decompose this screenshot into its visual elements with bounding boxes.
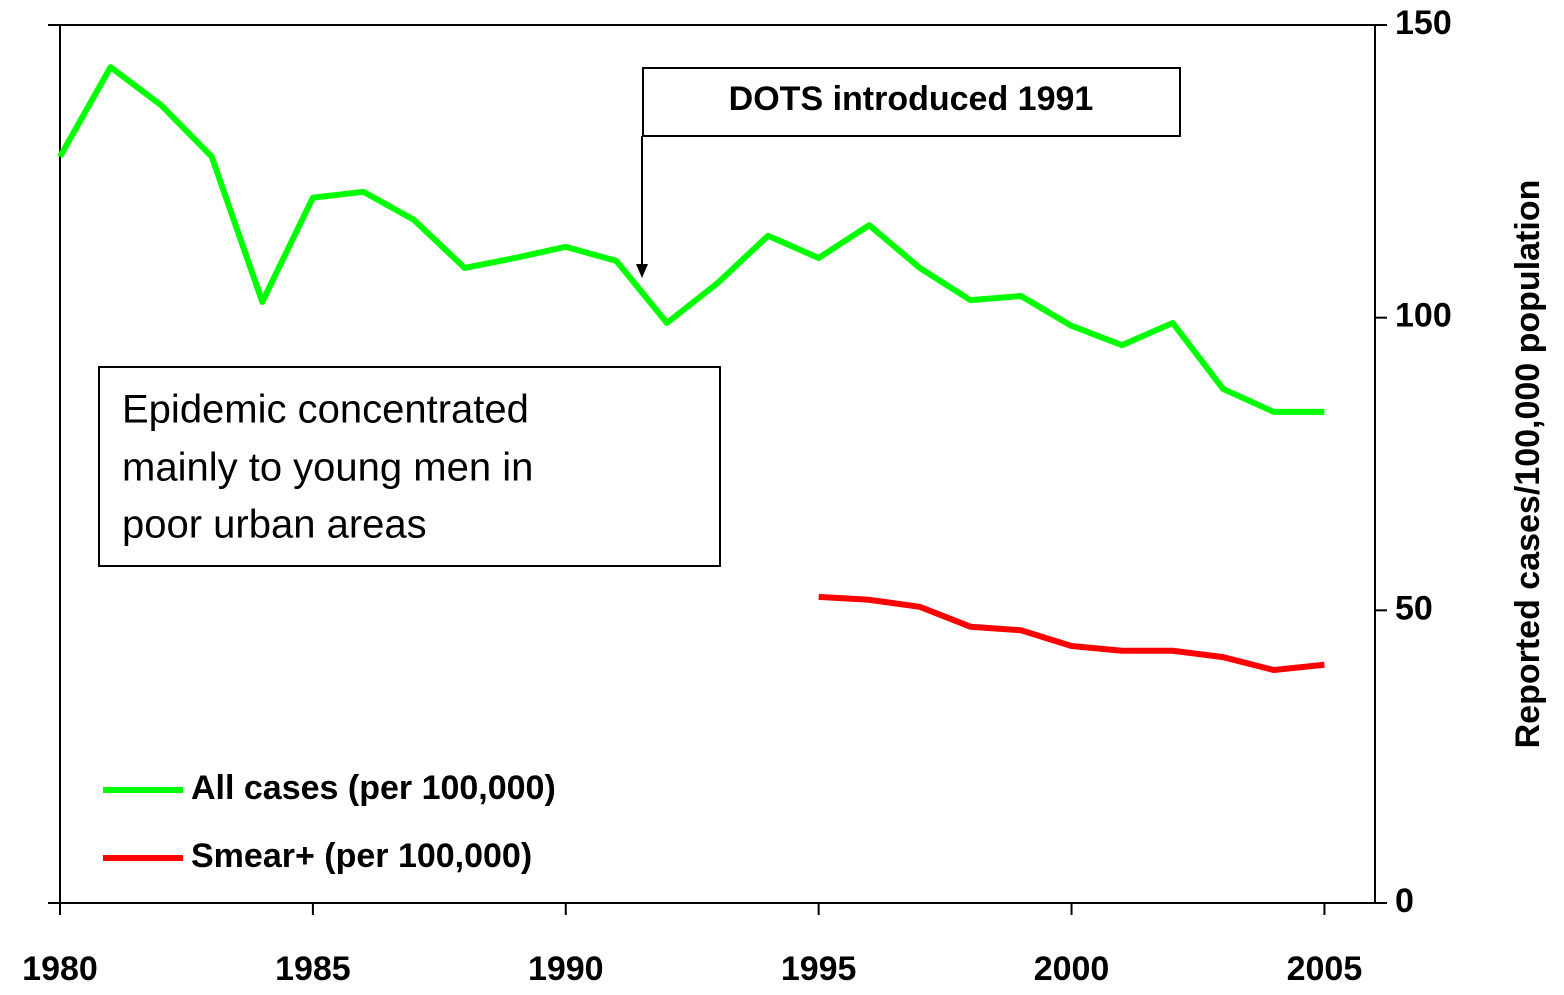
annotation: poor urban areas [122, 503, 427, 547]
annotation: mainly to young men in [122, 446, 533, 490]
annotation-box [98, 366, 721, 567]
x-tick-label: 2000 [1034, 950, 1110, 988]
x-tick-label: 1980 [22, 950, 98, 988]
annotation-box [642, 67, 1181, 137]
legend-label: Smear+ (per 100,000) [191, 837, 532, 875]
legend-label: All cases (per 100,000) [191, 769, 556, 807]
y-tick-label: 150 [1395, 4, 1452, 42]
series-line [818, 593, 1325, 674]
y-tick-label: 100 [1395, 297, 1452, 335]
series-line [57, 64, 1325, 415]
x-tick-label: 1985 [275, 950, 351, 988]
annotation: DOTS introduced 1991 [729, 80, 1094, 118]
plot-frame [59, 24, 1376, 904]
arrow-head [636, 264, 648, 278]
y-tick-label: 50 [1395, 589, 1433, 627]
y-axis-label: Reported cases/100,000 population [1509, 180, 1547, 749]
x-tick-label: 1995 [781, 950, 857, 988]
annotation: Epidemic concentrated [122, 388, 529, 432]
y-tick-label: 0 [1395, 882, 1414, 920]
x-tick-label: 2005 [1287, 950, 1363, 988]
x-tick-label: 1990 [528, 950, 604, 988]
